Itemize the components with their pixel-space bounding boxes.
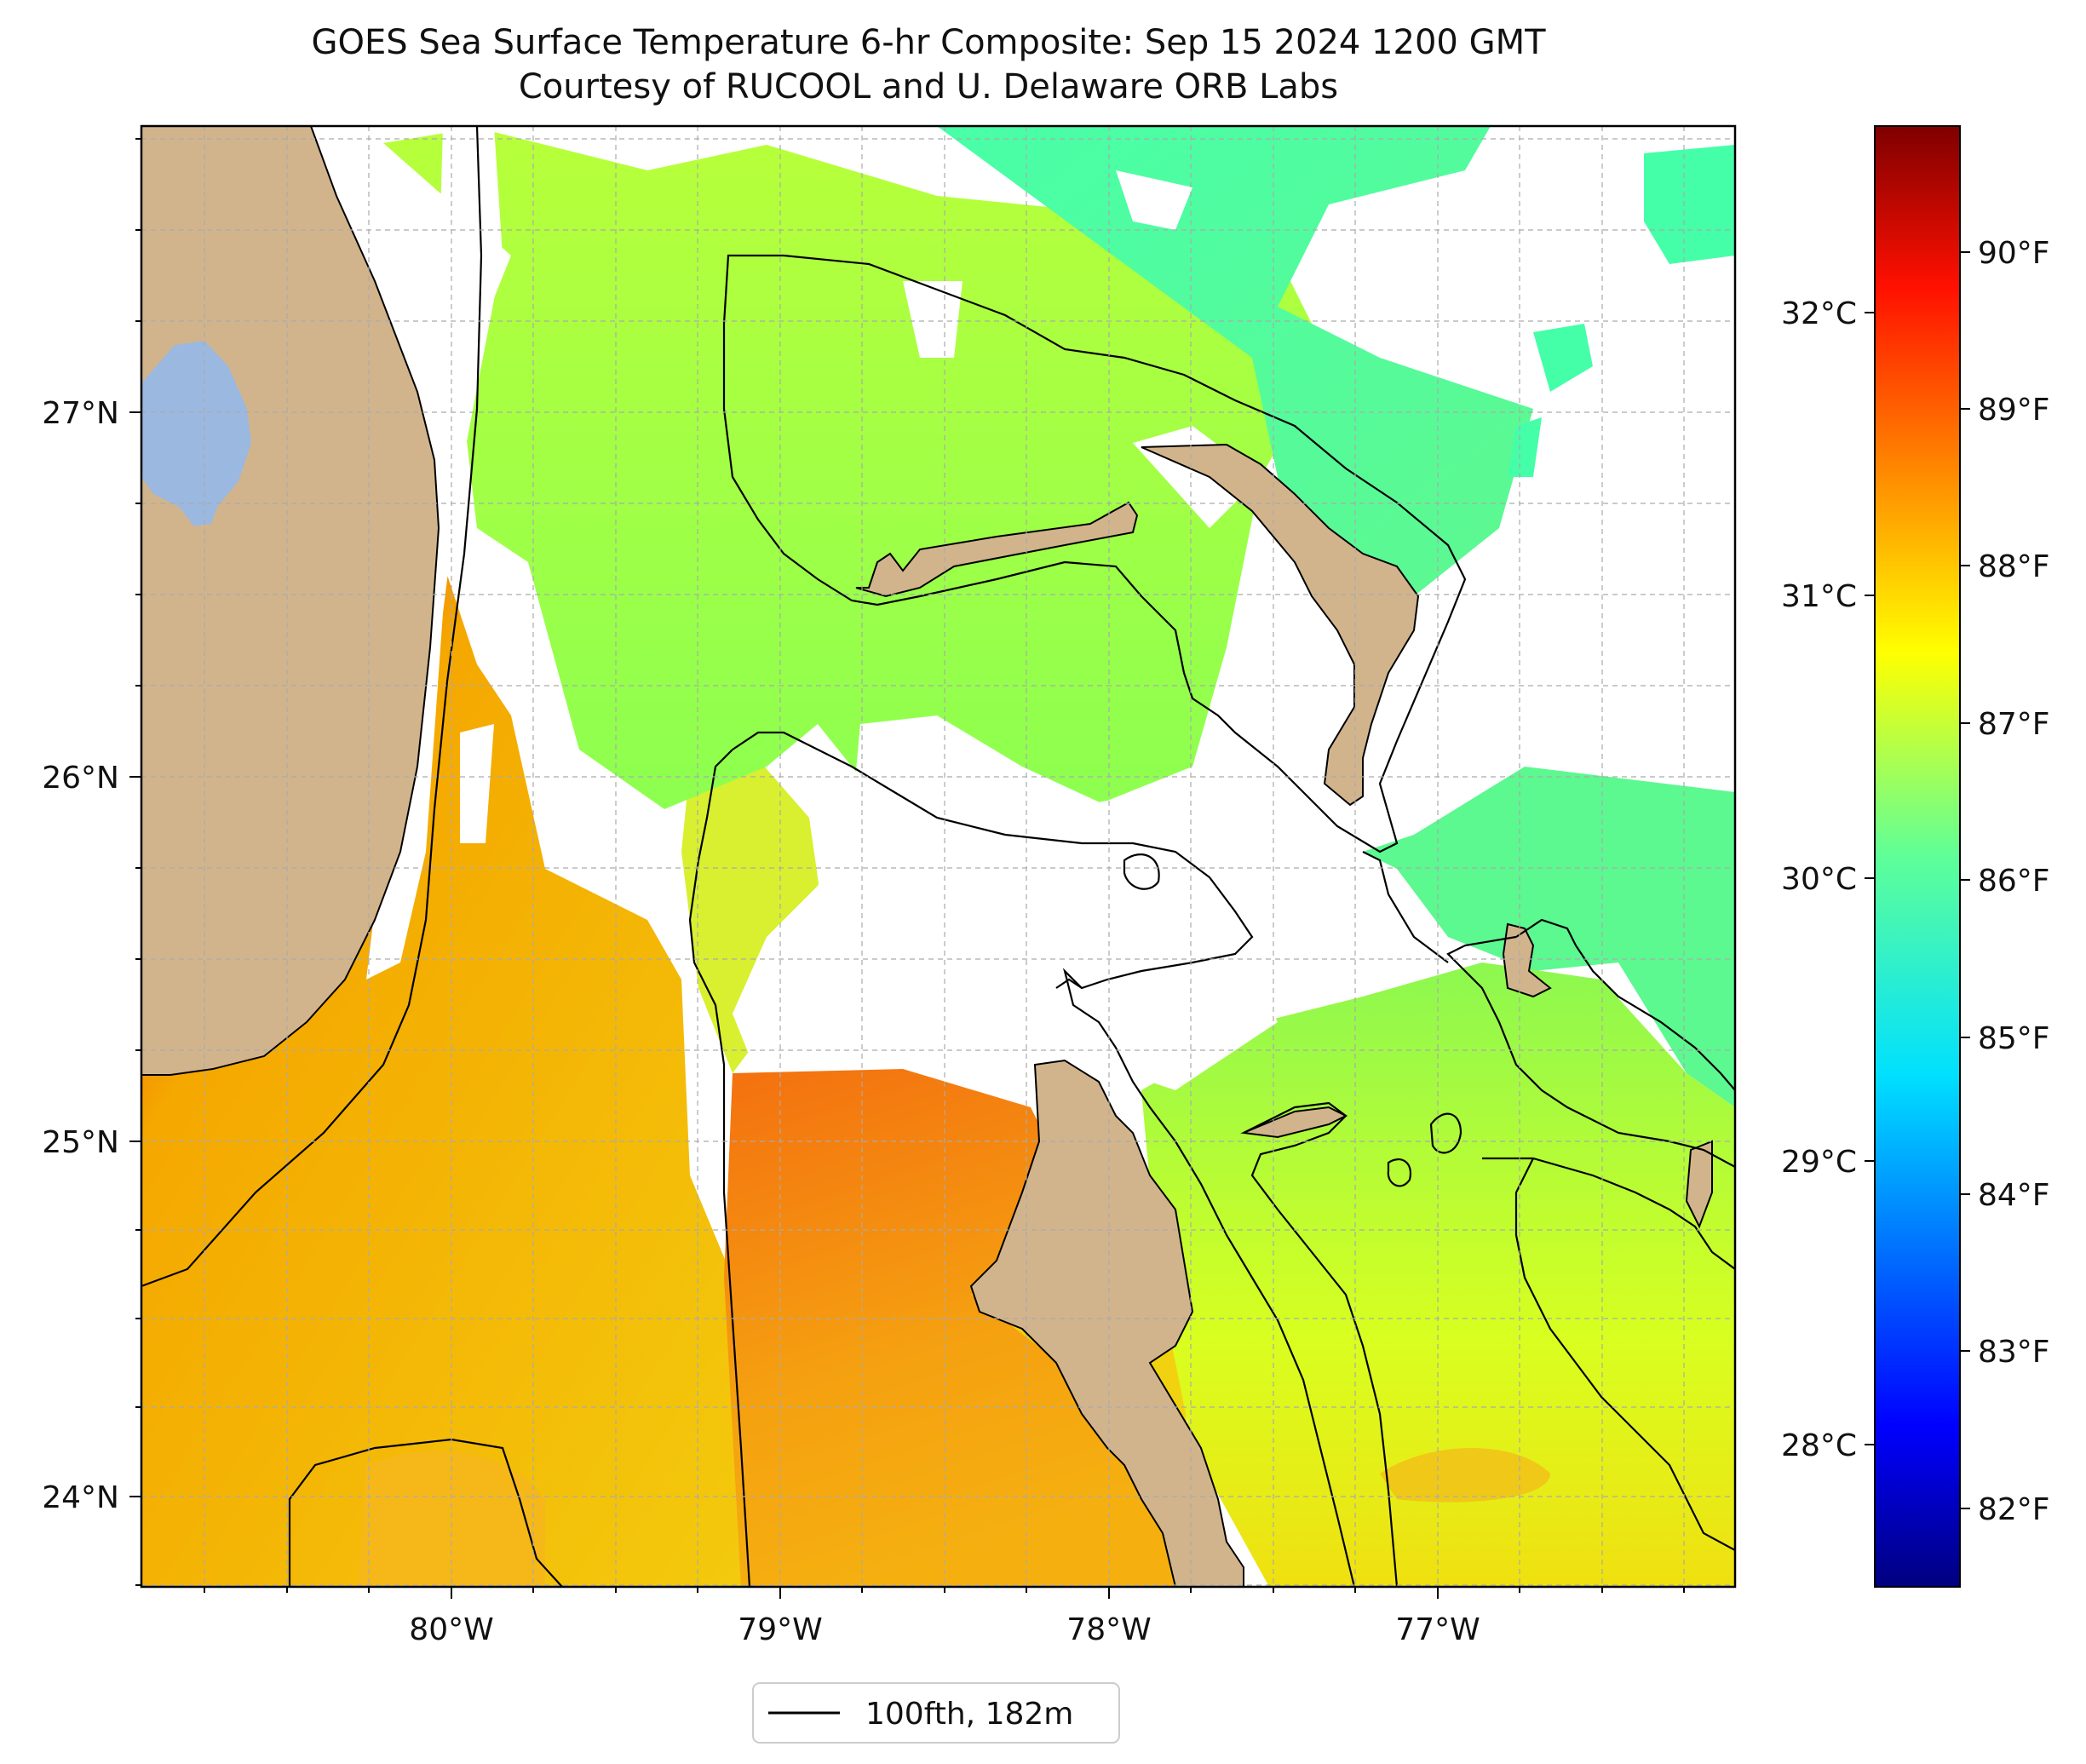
data-gap-west [460, 724, 494, 843]
map-frame [140, 124, 1737, 1589]
y-tick-label: 24°N [42, 1480, 119, 1515]
colorbar [1874, 125, 1961, 1588]
colorbar-fahrenheit-ticks [1960, 251, 1970, 1509]
fahrenheit-tick-label: 89°F [1978, 393, 2050, 428]
celsius-tick-label: 31°C [1781, 579, 1857, 614]
y-axis-ticks [129, 138, 141, 1586]
andros-land [969, 1059, 1244, 1587]
colorbar-celsius-ticks [1865, 312, 1875, 1445]
data-gap-north-1 [903, 170, 1261, 528]
sst-far-east [1508, 145, 1735, 477]
celsius-tick-label: 28°C [1781, 1428, 1857, 1463]
y-tick-label: 27°N [42, 396, 119, 431]
map-subtitle: Courtesy of RUCOOL and U. Delaware ORB L… [518, 67, 1339, 106]
sst-north-east [937, 126, 1533, 596]
fahrenheit-tick-label: 85°F [1978, 1021, 2050, 1056]
legend-label: 100fth, 182m [865, 1697, 1073, 1732]
y-tick-label: 25°N [42, 1125, 119, 1160]
celsius-tick-label: 32°C [1781, 296, 1857, 331]
eleuthera-land [1502, 922, 1552, 998]
x-tick-label: 78°W [1066, 1612, 1151, 1647]
contour-legend: 100fth, 182m [752, 1682, 1120, 1744]
sst-east [1363, 767, 1735, 1107]
x-tick-label: 79°W [738, 1612, 822, 1647]
sst-lobe [1380, 1448, 1550, 1503]
map-gridlines [141, 126, 1735, 1587]
map-panel [141, 126, 1735, 1587]
data-gap-central [733, 715, 1278, 1090]
depth-contours [141, 126, 1735, 1587]
sst-lobe-2 [358, 1451, 545, 1587]
fahrenheit-tick-label: 82°F [1978, 1492, 2050, 1527]
fahrenheit-tick-label: 88°F [1978, 549, 2050, 584]
exuma-land [1685, 1140, 1713, 1229]
x-axis-ticks [204, 1587, 1685, 1599]
x-tick-label: 77°W [1395, 1612, 1480, 1647]
celsius-tick-label: 30°C [1781, 862, 1857, 897]
fahrenheit-tick-label: 84°F [1978, 1178, 2050, 1213]
sst-north [383, 128, 1329, 818]
y-tick-label: 26°N [42, 761, 119, 796]
fahrenheit-tick-label: 90°F [1978, 236, 2050, 271]
celsius-tick-label: 29°C [1781, 1145, 1857, 1180]
sst-warm-south [724, 1069, 1201, 1587]
fahrenheit-tick-label: 83°F [1978, 1335, 2050, 1370]
lake-okeechobee [141, 341, 251, 526]
fahrenheit-tick-label: 87°F [1978, 707, 2050, 742]
map-title: GOES Sea Surface Temperature 6-hr Compos… [311, 23, 1546, 62]
fahrenheit-tick-label: 86°F [1978, 864, 2050, 899]
x-tick-label: 80°W [409, 1612, 493, 1647]
